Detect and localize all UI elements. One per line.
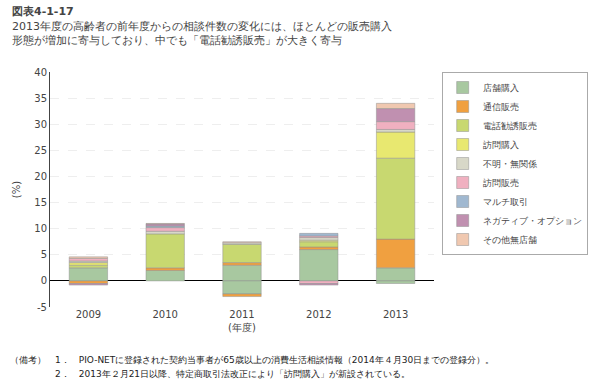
svg-text:(年度): (年度)	[228, 322, 256, 333]
svg-text:不明・無関係: 不明・無関係	[483, 159, 537, 169]
svg-text:2010: 2010	[152, 309, 177, 320]
svg-text:0: 0	[41, 275, 47, 286]
svg-text:(%): (%)	[11, 181, 22, 198]
svg-text:20: 20	[34, 171, 47, 182]
svg-text:40: 40	[34, 67, 47, 78]
svg-text:5: 5	[41, 249, 47, 260]
svg-text:-5: -5	[37, 302, 47, 313]
svg-text:2． 2013年２月21日以降、特定商取引法改正により「訪問: 2． 2013年２月21日以降、特定商取引法改正により「訪問購入」が新設されてい…	[10, 369, 410, 379]
svg-text:2009: 2009	[76, 309, 101, 320]
svg-text:15: 15	[34, 197, 47, 208]
svg-text:2011: 2011	[229, 309, 254, 320]
svg-text:図表4-1-172013年度の高齢者の前年度からの相談件数の: 図表4-1-172013年度の高齢者の前年度からの相談件数の変化には、ほとんどの…	[12, 5, 392, 47]
svg-text:店舗購入: 店舗購入	[483, 83, 519, 93]
svg-text:マルチ取引: マルチ取引	[483, 197, 528, 207]
svg-text:25: 25	[34, 145, 47, 156]
svg-text:2013: 2013	[383, 309, 408, 320]
svg-text:訪問販売: 訪問販売	[483, 178, 519, 188]
svg-text:その他無店舗: その他無店舗	[483, 235, 537, 245]
svg-text:10: 10	[34, 223, 47, 234]
svg-text:30: 30	[34, 119, 47, 130]
svg-text:通信販売: 通信販売	[483, 102, 519, 112]
svg-text:（備考） 1． PIO-NETに登録された契約当事者が65歳: （備考） 1． PIO-NETに登録された契約当事者が65歳以上の消費生活相談情…	[10, 355, 494, 365]
svg-text:訪問購入: 訪問購入	[483, 140, 519, 150]
svg-text:2012: 2012	[306, 309, 331, 320]
svg-text:ネガティブ・オプション: ネガティブ・オプション	[483, 216, 582, 226]
svg-text:35: 35	[34, 93, 47, 104]
svg-text:電話勧誘販売: 電話勧誘販売	[483, 121, 537, 131]
